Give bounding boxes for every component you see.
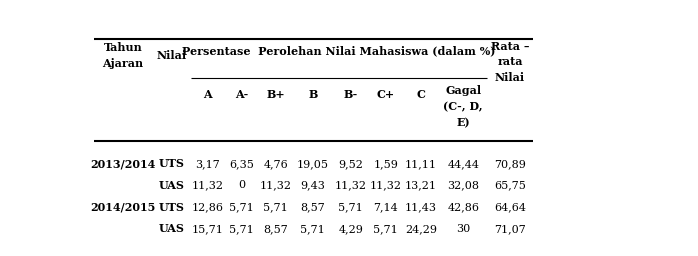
Text: 4,29: 4,29 bbox=[339, 224, 363, 234]
Text: 6,35: 6,35 bbox=[229, 159, 254, 169]
Text: Persentase  Perolehan Nilai Mahasiswa (dalam %): Persentase Perolehan Nilai Mahasiswa (da… bbox=[182, 45, 496, 56]
Text: A-: A- bbox=[235, 89, 248, 100]
Text: 4,76: 4,76 bbox=[263, 159, 288, 169]
Text: 5,71: 5,71 bbox=[373, 224, 399, 234]
Text: 65,75: 65,75 bbox=[494, 180, 526, 190]
Text: B-: B- bbox=[343, 89, 358, 100]
Text: 0: 0 bbox=[238, 180, 245, 190]
Text: 11,32: 11,32 bbox=[370, 180, 402, 190]
Text: Rata –: Rata – bbox=[491, 41, 529, 52]
Text: E): E) bbox=[456, 117, 470, 128]
Text: 5,71: 5,71 bbox=[339, 202, 363, 212]
Text: 32,08: 32,08 bbox=[447, 180, 480, 190]
Text: 15,71: 15,71 bbox=[192, 224, 224, 234]
Text: 9,43: 9,43 bbox=[300, 180, 325, 190]
Text: Tahun: Tahun bbox=[103, 42, 142, 53]
Text: 5,71: 5,71 bbox=[229, 202, 254, 212]
Text: 9,52: 9,52 bbox=[339, 159, 363, 169]
Text: UAS: UAS bbox=[158, 180, 184, 191]
Text: (C-, D,: (C-, D, bbox=[443, 101, 483, 112]
Text: 5,71: 5,71 bbox=[300, 224, 325, 234]
Text: 5,71: 5,71 bbox=[263, 202, 288, 212]
Text: 8,57: 8,57 bbox=[300, 202, 325, 212]
Text: 12,86: 12,86 bbox=[192, 202, 224, 212]
Text: 71,07: 71,07 bbox=[494, 224, 526, 234]
Text: 13,21: 13,21 bbox=[405, 180, 437, 190]
Text: B+: B+ bbox=[267, 89, 285, 100]
Text: 30: 30 bbox=[456, 224, 470, 234]
Text: 11,43: 11,43 bbox=[405, 202, 437, 212]
Text: UTS: UTS bbox=[158, 202, 184, 213]
Text: 5,71: 5,71 bbox=[229, 224, 254, 234]
Text: 70,89: 70,89 bbox=[494, 159, 526, 169]
Text: C: C bbox=[417, 89, 426, 100]
Text: Nilai: Nilai bbox=[156, 50, 186, 61]
Text: 64,64: 64,64 bbox=[494, 202, 526, 212]
Text: rata: rata bbox=[497, 56, 523, 67]
Text: 42,86: 42,86 bbox=[447, 202, 480, 212]
Text: 11,32: 11,32 bbox=[335, 180, 366, 190]
Text: 11,32: 11,32 bbox=[260, 180, 292, 190]
Text: 11,32: 11,32 bbox=[192, 180, 224, 190]
Text: 19,05: 19,05 bbox=[297, 159, 329, 169]
Text: C+: C+ bbox=[377, 89, 395, 100]
Text: UTS: UTS bbox=[158, 158, 184, 169]
Text: 3,17: 3,17 bbox=[195, 159, 221, 169]
Text: 11,11: 11,11 bbox=[405, 159, 437, 169]
Text: 7,14: 7,14 bbox=[373, 202, 399, 212]
Text: 44,44: 44,44 bbox=[447, 159, 480, 169]
Text: B: B bbox=[308, 89, 318, 100]
Text: 2014/2015: 2014/2015 bbox=[90, 202, 156, 213]
Text: 2013/2014: 2013/2014 bbox=[90, 158, 156, 169]
Text: 8,57: 8,57 bbox=[263, 224, 288, 234]
Text: Nilai: Nilai bbox=[495, 71, 525, 82]
Text: A: A bbox=[204, 89, 212, 100]
Text: 1,59: 1,59 bbox=[373, 159, 399, 169]
Text: UAS: UAS bbox=[158, 223, 184, 234]
Text: Ajaran: Ajaran bbox=[103, 58, 144, 69]
Text: 24,29: 24,29 bbox=[405, 224, 437, 234]
Text: Gagal: Gagal bbox=[445, 85, 482, 96]
